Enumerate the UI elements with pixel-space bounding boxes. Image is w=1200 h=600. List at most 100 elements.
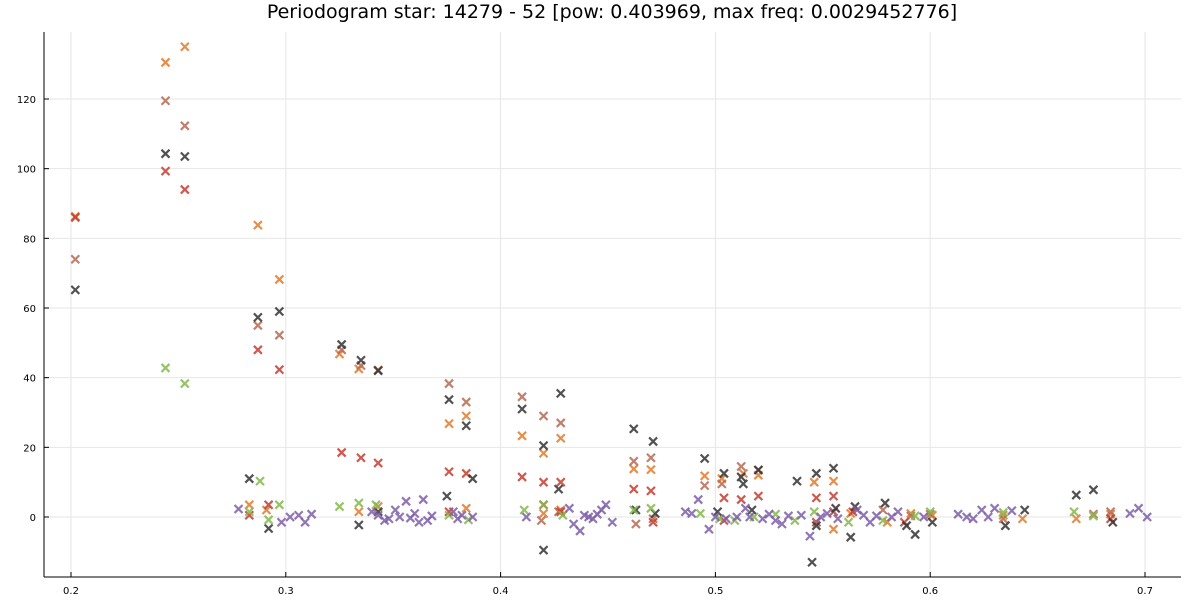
data-point-marker — [461, 420, 472, 431]
data-point-marker — [555, 477, 566, 487]
axes — [43, 32, 1181, 578]
data-point-marker — [646, 464, 656, 475]
data-point-marker — [843, 517, 854, 528]
data-point-marker — [414, 517, 424, 528]
data-point-marker — [712, 506, 723, 517]
y-tick-label: 120 — [17, 95, 36, 106]
data-point-marker — [300, 517, 310, 528]
data-point-marker — [253, 220, 263, 230]
data-point-marker — [695, 508, 706, 519]
y-ticks: 0 20 40 60 80 100 120 — [17, 95, 49, 524]
data-points — [70, 41, 1152, 568]
data-point-marker — [880, 498, 890, 508]
data-point-marker — [686, 508, 697, 519]
data-point-marker — [628, 464, 639, 474]
y-tick-label: 20 — [23, 443, 36, 454]
y-tick-label: 0 — [30, 513, 36, 524]
data-point-marker — [384, 513, 394, 524]
data-point-marker — [1088, 511, 1099, 521]
data-point-marker — [366, 506, 377, 517]
data-point-marker — [648, 517, 658, 528]
data-point-marker — [538, 508, 549, 519]
data-point-marker — [517, 392, 527, 402]
data-point-marker — [738, 479, 749, 489]
data-point-marker — [461, 503, 472, 514]
data-point-marker — [180, 121, 190, 131]
data-point-marker — [1088, 509, 1099, 519]
data-point-marker — [1142, 512, 1152, 522]
data-point-marker — [336, 339, 347, 350]
data-point-marker — [160, 166, 171, 176]
data-point-marker — [306, 509, 317, 519]
data-point-marker — [747, 505, 757, 515]
data-point-marker — [1000, 520, 1011, 531]
data-point-marker — [732, 512, 742, 522]
data-point-marker — [233, 504, 244, 514]
data-point-marker — [858, 510, 869, 521]
data-point-marker — [261, 505, 272, 515]
data-point-marker — [253, 312, 263, 323]
data-point-marker — [70, 285, 81, 295]
data-point-marker — [871, 511, 882, 521]
data-point-marker — [1133, 503, 1144, 514]
data-point-marker — [830, 503, 841, 514]
data-point-marker — [710, 512, 721, 522]
data-point-marker — [354, 520, 364, 530]
data-point-marker — [427, 511, 437, 521]
data-point-marker — [285, 512, 295, 522]
data-point-marker — [631, 519, 641, 529]
data-point-marker — [517, 431, 527, 441]
data-point-marker — [1071, 513, 1082, 524]
data-point-marker — [1125, 508, 1135, 519]
y-tick-label: 100 — [17, 165, 36, 176]
data-point-marker — [334, 501, 345, 512]
data-point-marker — [601, 500, 611, 510]
data-point-marker — [180, 41, 190, 52]
data-point-marker — [555, 418, 566, 428]
data-point-marker — [564, 503, 575, 514]
data-point-marker — [253, 345, 263, 355]
data-point-marker — [845, 532, 856, 542]
data-point-marker — [646, 503, 656, 514]
data-point-marker — [373, 365, 383, 376]
data-point-marker — [680, 506, 691, 517]
data-point-marker — [757, 513, 768, 524]
data-point-marker — [467, 473, 478, 484]
data-point-marker — [699, 471, 710, 481]
x-tick-label: 0.4 — [493, 586, 509, 597]
data-point-marker — [1017, 513, 1028, 524]
data-point-marker — [736, 461, 746, 472]
data-point-marker — [555, 433, 566, 444]
data-point-marker — [276, 517, 287, 528]
data-point-marker — [575, 526, 585, 536]
series-6 — [233, 494, 1152, 541]
x-tick-label: 0.5 — [707, 586, 723, 597]
data-point-marker — [648, 436, 658, 447]
data-point-marker — [736, 472, 746, 482]
data-point-marker — [244, 510, 255, 521]
data-point-marker — [538, 411, 549, 421]
series-1 — [70, 41, 1116, 534]
data-point-marker — [401, 496, 411, 507]
data-point-marker — [253, 320, 263, 331]
data-point-marker — [538, 448, 549, 459]
data-point-marker — [274, 306, 285, 317]
data-point-marker — [628, 484, 639, 494]
data-point-marker — [828, 476, 839, 486]
data-point-marker — [968, 513, 978, 524]
data-point-marker — [753, 491, 764, 501]
data-point-marker — [998, 507, 1009, 518]
data-point-marker — [354, 506, 364, 517]
data-point-marker — [770, 515, 781, 526]
data-point-marker — [1071, 490, 1082, 500]
data-point-marker — [901, 520, 912, 531]
data-point-marker — [646, 486, 656, 496]
data-point-marker — [1007, 505, 1017, 516]
data-point-marker — [293, 510, 304, 521]
data-point-marker — [371, 500, 381, 510]
data-point-marker — [244, 500, 255, 510]
data-point-marker — [1108, 517, 1118, 528]
data-point-marker — [983, 512, 993, 522]
data-point-marker — [274, 274, 285, 285]
data-point-marker — [927, 517, 938, 528]
